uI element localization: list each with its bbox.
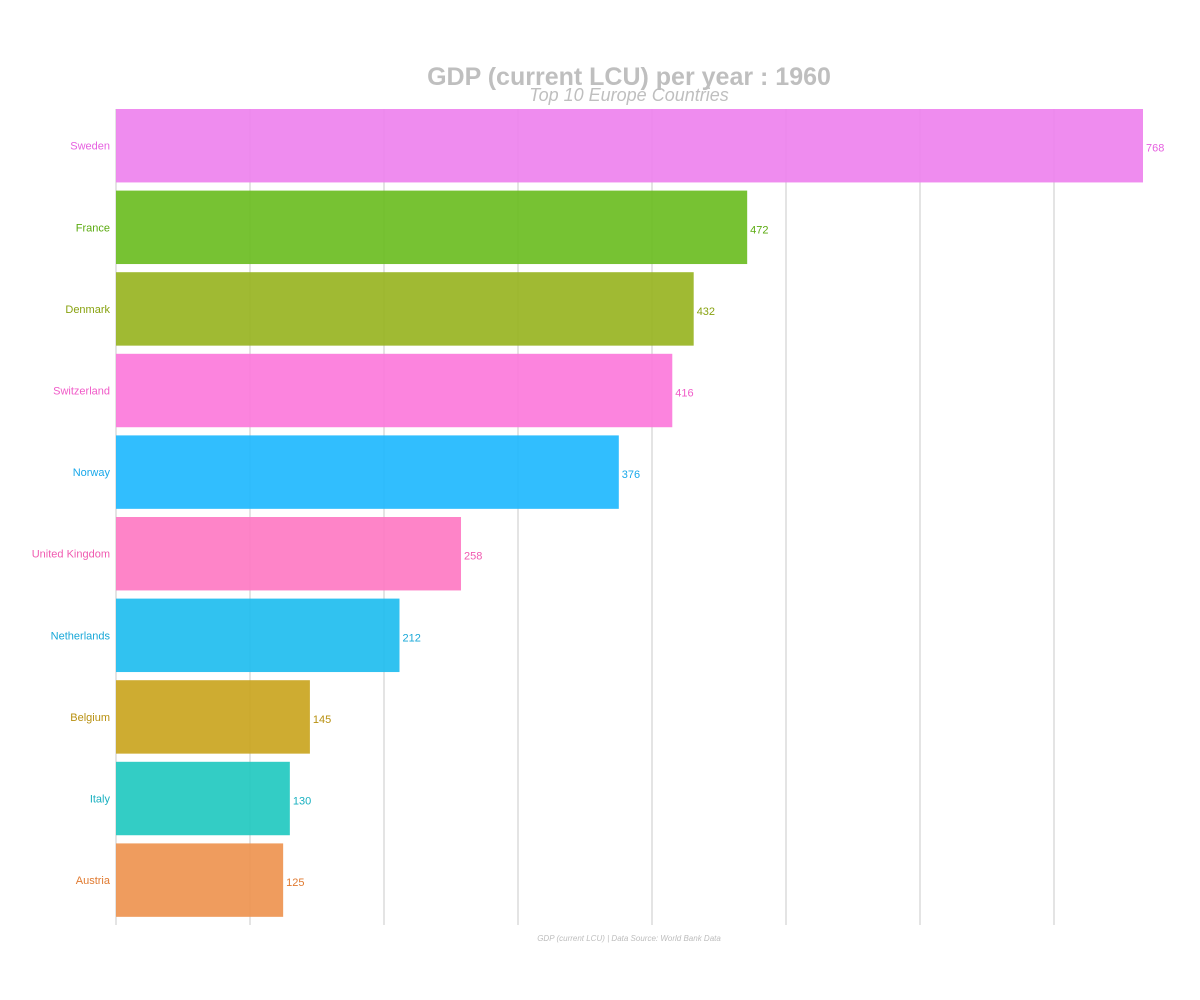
value-label: 416 [675,388,693,400]
chart-caption: GDP (current LCU) | Data Source: World B… [537,934,721,943]
bars [116,109,1143,917]
bar-austria [116,843,284,917]
bar-sweden [116,109,1143,183]
category-label: Italy [90,794,111,806]
bar-italy [116,761,290,836]
bar-norway [116,435,619,509]
value-label: 432 [697,306,715,318]
value-label: 768 [1146,143,1164,155]
category-label: United Kingdom [32,549,110,561]
value-label: 258 [464,551,482,563]
category-label: Belgium [70,712,110,724]
category-label: Switzerland [53,386,110,398]
value-label: 212 [402,632,420,644]
chart-title: GDP (current LCU) per year : 1960 [427,63,831,91]
value-label: 472 [750,224,768,236]
bar-switzerland [116,353,673,428]
bar-netherlands [116,598,400,673]
chart-subtitle: Top 10 Europe Countries [529,85,728,105]
value-label: 130 [293,796,311,808]
value-label: 125 [286,877,304,889]
category-label: Sweden [70,141,110,153]
category-label: Denmark [65,304,110,316]
bar-denmark [116,272,694,346]
category-label: France [76,222,110,234]
bar-belgium [116,680,310,754]
bar-france [116,190,748,265]
value-label: 145 [313,714,331,726]
value-label: 376 [622,469,640,481]
category-label: Austria [76,875,111,887]
category-label: Norway [73,467,111,479]
category-label: Netherlands [51,630,111,642]
labels: Sweden 768 France 472 Denmark 432 Switzerland 4… [32,141,1165,889]
bar-united-kingdom [116,517,462,591]
